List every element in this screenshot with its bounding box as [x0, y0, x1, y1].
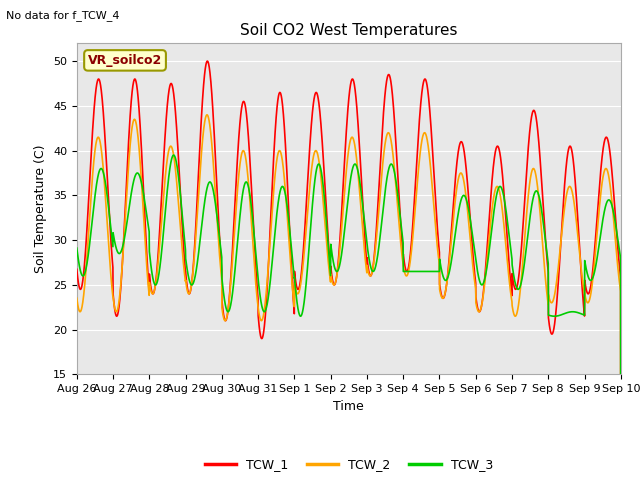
X-axis label: Time: Time	[333, 400, 364, 413]
Text: No data for f_TCW_4: No data for f_TCW_4	[6, 10, 120, 21]
Text: VR_soilco2: VR_soilco2	[88, 54, 162, 67]
Legend: TCW_1, TCW_2, TCW_3: TCW_1, TCW_2, TCW_3	[200, 454, 498, 477]
Y-axis label: Soil Temperature (C): Soil Temperature (C)	[35, 144, 47, 273]
Title: Soil CO2 West Temperatures: Soil CO2 West Temperatures	[240, 23, 458, 38]
